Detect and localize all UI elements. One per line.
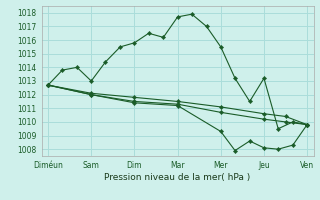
- X-axis label: Pression niveau de la mer( hPa ): Pression niveau de la mer( hPa ): [104, 173, 251, 182]
